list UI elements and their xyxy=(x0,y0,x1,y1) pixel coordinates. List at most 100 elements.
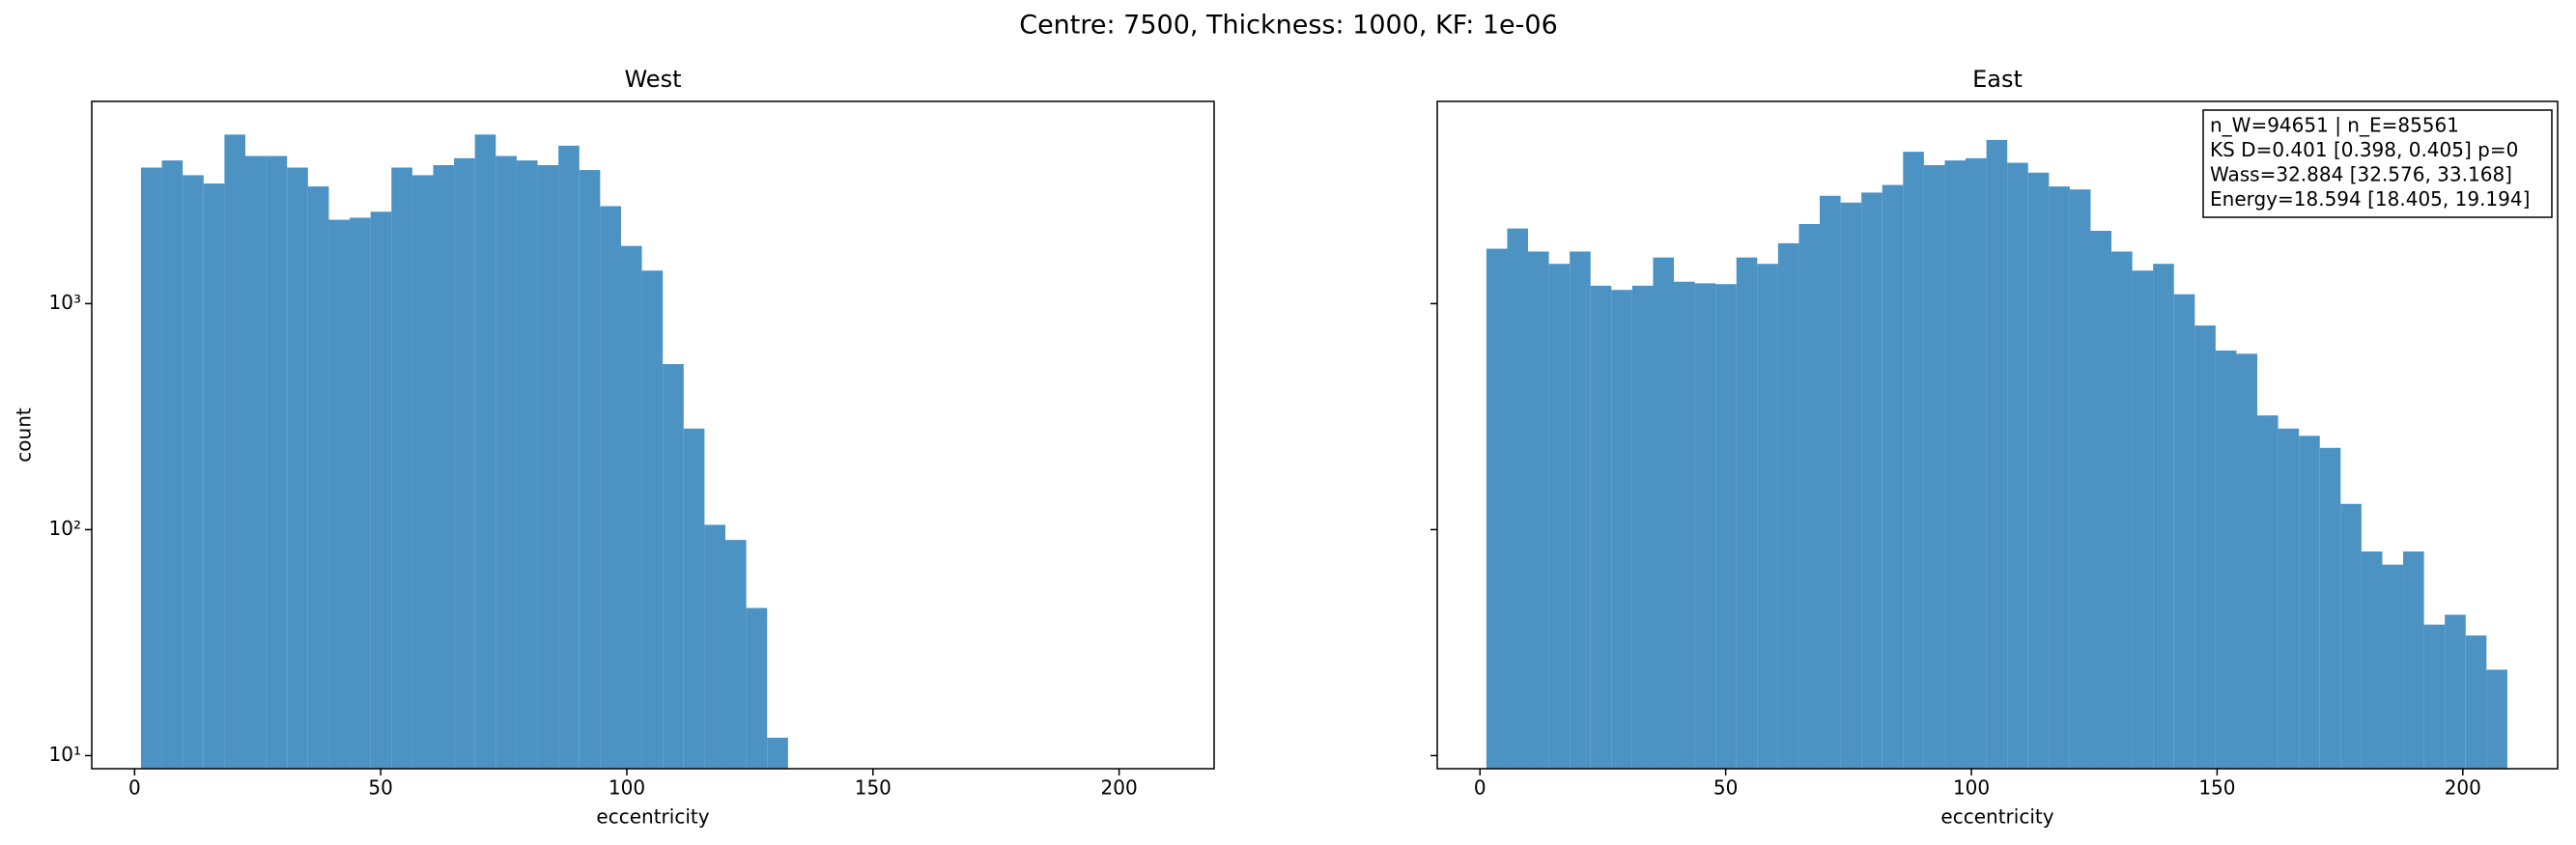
x-tick-label: 50 xyxy=(1713,776,1738,800)
y-tick-label: 10³ xyxy=(49,291,81,314)
bar xyxy=(1694,283,1716,769)
bar xyxy=(2361,551,2383,769)
bar xyxy=(2090,231,2112,769)
x-tick-label: 0 xyxy=(128,776,141,800)
bar xyxy=(161,160,184,769)
bar xyxy=(558,145,580,769)
bar xyxy=(1966,157,1987,769)
bar xyxy=(2486,669,2507,769)
y-tick-label: 10¹ xyxy=(49,743,81,766)
bar xyxy=(2465,635,2487,769)
bar xyxy=(1715,284,1737,769)
bar xyxy=(307,186,329,769)
bar xyxy=(516,160,538,769)
bar xyxy=(1570,251,1591,769)
annotation-line: Energy=18.594 [18.405, 19.194] xyxy=(2210,187,2530,211)
bar xyxy=(370,211,392,770)
bar xyxy=(725,540,747,769)
x-tick-label: 100 xyxy=(609,776,645,800)
bar xyxy=(245,155,267,769)
bar xyxy=(1861,192,1882,769)
bar xyxy=(203,183,225,769)
x-axis-label: eccentricity xyxy=(596,805,709,829)
bar xyxy=(1757,264,1778,769)
annotation-line: KS D=0.401 [0.398, 0.405] p=0 xyxy=(2210,138,2518,161)
x-tick-label: 100 xyxy=(1953,776,1990,800)
y-tick-label: 10² xyxy=(49,517,81,540)
bar xyxy=(579,170,601,769)
bar xyxy=(2340,503,2362,769)
bar xyxy=(433,165,455,769)
x-tick-label: 50 xyxy=(368,776,392,800)
bar xyxy=(767,737,788,769)
x-tick-label: 0 xyxy=(1474,776,1486,800)
bar xyxy=(287,167,308,769)
bar xyxy=(2069,189,2091,769)
bar xyxy=(1944,160,1967,769)
bar xyxy=(2007,162,2028,770)
bar xyxy=(1674,281,1695,769)
bar xyxy=(620,245,642,770)
bar xyxy=(411,175,434,769)
bar xyxy=(2027,172,2050,769)
bar xyxy=(2382,564,2404,769)
bar xyxy=(1631,285,1654,769)
bar xyxy=(1653,257,1675,769)
bar xyxy=(663,364,684,769)
x-tick-label: 200 xyxy=(2445,776,2481,800)
annotation-line: n_W=94651 | n_E=85561 xyxy=(2210,114,2459,137)
annotation-box xyxy=(2202,109,2553,218)
bar xyxy=(537,165,559,769)
bar xyxy=(2049,186,2070,769)
bar xyxy=(2111,251,2133,769)
bar xyxy=(704,524,726,769)
bar xyxy=(1507,228,1529,769)
bar xyxy=(350,217,371,769)
bar xyxy=(1486,248,1508,770)
bar xyxy=(683,428,705,769)
bar xyxy=(2153,264,2174,769)
axes-title: East xyxy=(1972,66,2023,93)
bar xyxy=(2132,270,2154,769)
bar xyxy=(746,607,768,769)
axes-frame xyxy=(91,100,1215,770)
bar xyxy=(2403,551,2424,769)
bar xyxy=(1820,195,1841,769)
bar xyxy=(1840,202,1862,769)
bar xyxy=(2257,415,2279,769)
bar xyxy=(2278,428,2300,769)
y-axis-label: count xyxy=(13,408,36,463)
bar xyxy=(1528,251,1549,769)
axes-frame xyxy=(1436,100,2559,770)
bar xyxy=(600,206,621,769)
bar xyxy=(1611,290,1632,769)
bar xyxy=(140,167,162,769)
bar xyxy=(2173,294,2195,769)
axes-title: West xyxy=(624,66,681,93)
bar xyxy=(1798,223,1821,769)
x-tick-label: 150 xyxy=(855,776,892,800)
x-axis-label: eccentricity xyxy=(1940,805,2053,829)
bar xyxy=(1923,165,1945,769)
bar xyxy=(495,155,517,769)
bar xyxy=(1777,242,1799,770)
bar xyxy=(474,134,496,769)
bar xyxy=(1736,257,1758,769)
bar xyxy=(454,157,475,769)
bar xyxy=(1590,285,1612,769)
bar xyxy=(266,155,288,769)
bar xyxy=(2319,447,2341,769)
bar xyxy=(1548,264,1571,769)
bar xyxy=(2215,350,2237,769)
bar xyxy=(1903,152,1924,770)
x-tick-label: 150 xyxy=(2198,776,2235,800)
figure-title: Centre: 7500, Thickness: 1000, KF: 1e-06 xyxy=(1019,11,1558,41)
bar xyxy=(2194,325,2216,769)
bar xyxy=(2423,624,2446,769)
x-tick-label: 200 xyxy=(1101,776,1138,800)
bar xyxy=(1882,184,1904,769)
bar xyxy=(328,219,351,769)
bar xyxy=(2445,614,2466,769)
bar xyxy=(641,270,664,769)
